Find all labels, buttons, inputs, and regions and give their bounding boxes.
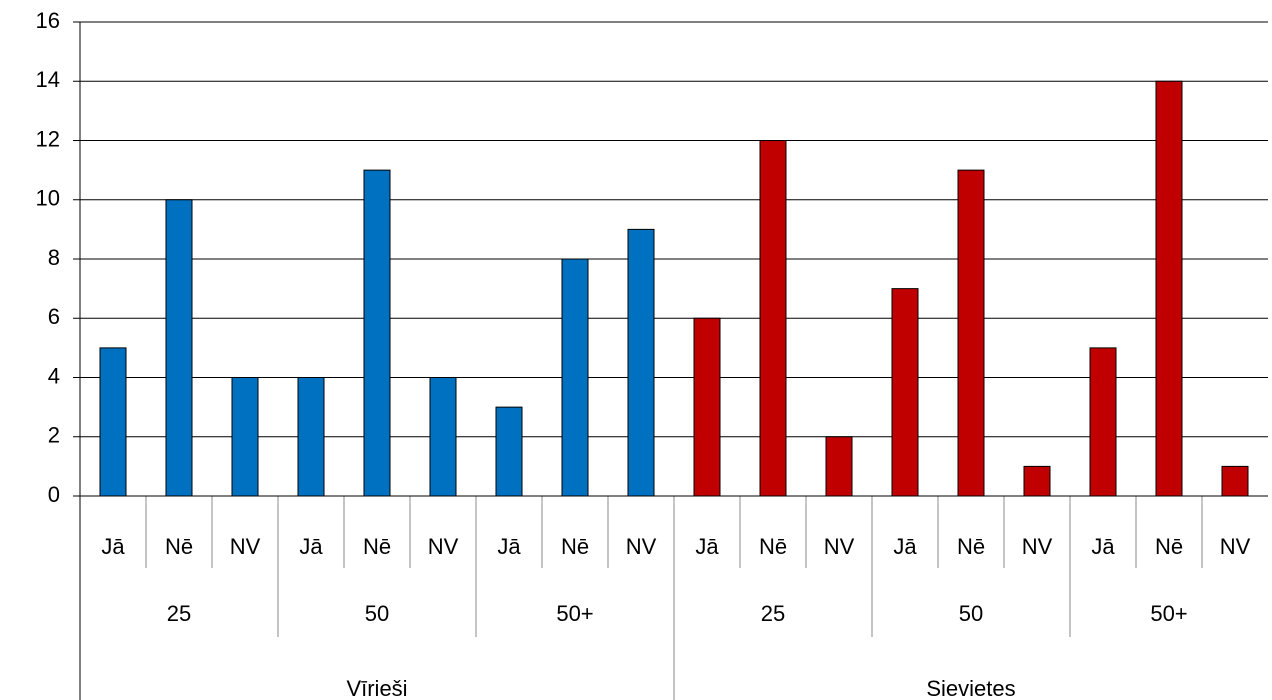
x-tick-label: Jā bbox=[497, 534, 521, 559]
y-tick-label: 14 bbox=[36, 67, 60, 92]
bar bbox=[429, 377, 457, 497]
y-tick-label: 8 bbox=[48, 245, 60, 270]
bar bbox=[693, 317, 721, 497]
y-tick-label: 2 bbox=[48, 423, 60, 448]
y-tick-label: 4 bbox=[48, 363, 60, 388]
x-tick-label: Nē bbox=[1155, 534, 1183, 559]
group-label: 50+ bbox=[1150, 601, 1187, 626]
bar bbox=[1155, 80, 1183, 497]
x-tick-label: Nē bbox=[363, 534, 391, 559]
bar bbox=[231, 377, 259, 497]
x-tick-label: NV bbox=[626, 534, 657, 559]
group-label: 25 bbox=[167, 601, 191, 626]
x-tick-label: Nē bbox=[957, 534, 985, 559]
group-label: 50 bbox=[959, 601, 983, 626]
x-tick-label: Jā bbox=[893, 534, 917, 559]
x-tick-label: Jā bbox=[695, 534, 719, 559]
x-tick-label: Nē bbox=[165, 534, 193, 559]
y-tick-label: 10 bbox=[36, 186, 60, 211]
bar bbox=[825, 436, 853, 497]
bar bbox=[627, 228, 655, 497]
bar bbox=[759, 140, 787, 497]
group-label: 25 bbox=[761, 601, 785, 626]
supergroup-label: Vīrieši bbox=[346, 676, 407, 700]
y-tick-label: 12 bbox=[36, 126, 60, 151]
bar bbox=[1221, 465, 1249, 497]
bar bbox=[99, 347, 127, 497]
x-tick-label: NV bbox=[824, 534, 855, 559]
bar bbox=[561, 258, 589, 497]
bar bbox=[1023, 465, 1051, 497]
group-label: 50+ bbox=[556, 601, 593, 626]
x-tick-label: NV bbox=[428, 534, 459, 559]
y-tick-label: 16 bbox=[36, 8, 60, 33]
y-tick-label: 6 bbox=[48, 304, 60, 329]
x-tick-label: Nē bbox=[561, 534, 589, 559]
x-tick-label: Jā bbox=[1091, 534, 1115, 559]
supergroup-label: Sievietes bbox=[926, 676, 1015, 700]
bar bbox=[957, 169, 985, 497]
x-tick-label: NV bbox=[230, 534, 261, 559]
x-tick-label: NV bbox=[1022, 534, 1053, 559]
bar bbox=[363, 169, 391, 497]
x-tick-label: NV bbox=[1220, 534, 1251, 559]
bar bbox=[165, 199, 193, 497]
x-tick-label: Nē bbox=[759, 534, 787, 559]
bar bbox=[297, 377, 325, 497]
x-tick-label: Jā bbox=[299, 534, 323, 559]
x-tick-label: Jā bbox=[101, 534, 125, 559]
bar bbox=[495, 406, 523, 497]
bar bbox=[891, 288, 919, 497]
y-tick-label: 0 bbox=[48, 482, 60, 507]
bar bbox=[1089, 347, 1117, 497]
group-label: 50 bbox=[365, 601, 389, 626]
